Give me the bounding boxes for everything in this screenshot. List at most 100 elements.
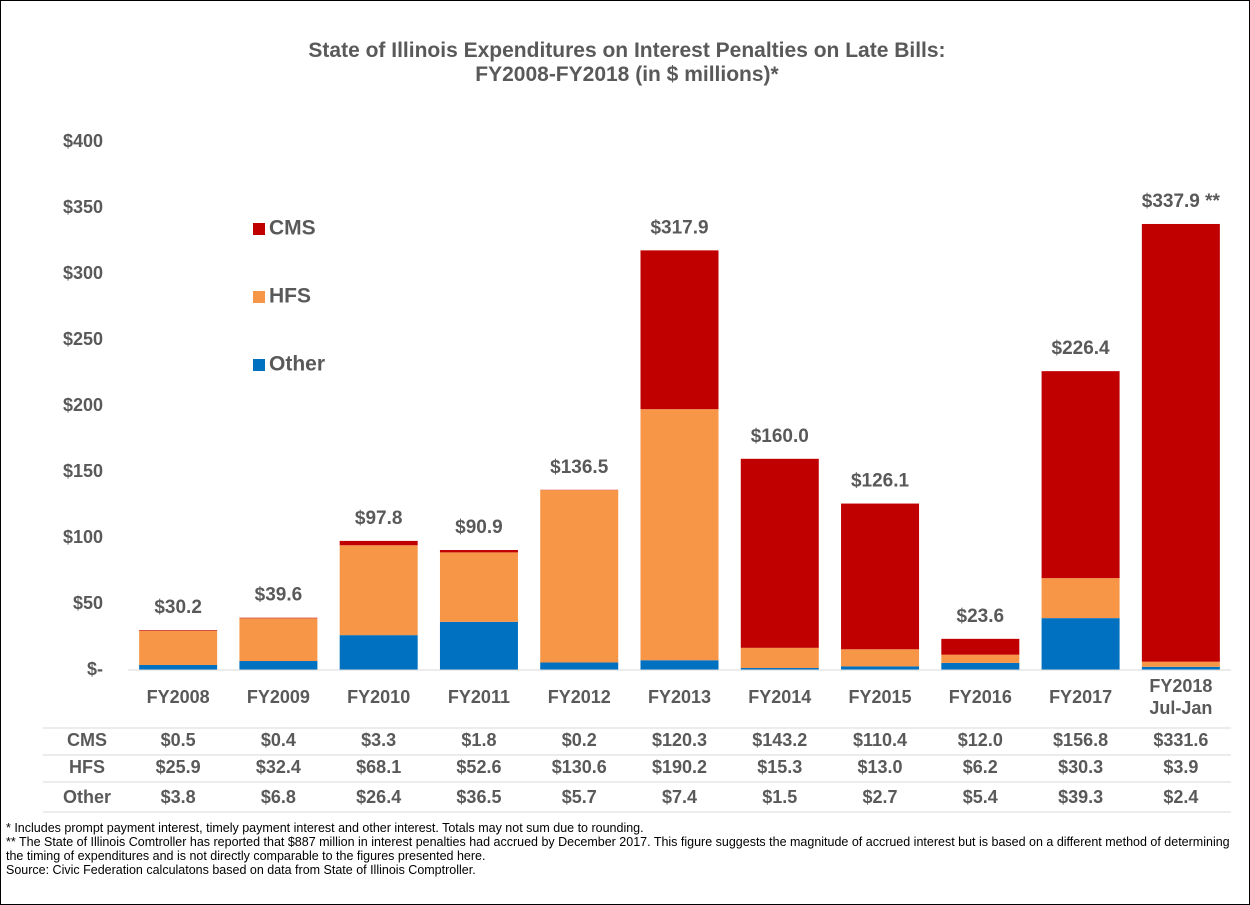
y-tick-label: $400 <box>63 131 103 151</box>
x-tick-label: FY2014 <box>748 687 811 707</box>
footnotes: * Includes prompt payment interest, time… <box>6 821 1244 877</box>
table-cell: $130.6 <box>552 757 607 777</box>
total-label: $160.0 <box>751 426 809 447</box>
bar-segment <box>239 618 318 662</box>
table-cell: $68.1 <box>356 757 401 777</box>
y-tick-label: $200 <box>63 395 103 415</box>
bar-segment <box>239 617 318 619</box>
table-cell: $3.3 <box>361 730 396 750</box>
x-tick-label: FY2011 <box>448 687 510 707</box>
bar-segment <box>540 662 619 670</box>
total-label: $90.9 <box>455 517 503 538</box>
total-label: $126.1 <box>851 471 910 492</box>
bar-segment <box>1041 618 1120 670</box>
table-cell: $3.8 <box>161 787 196 807</box>
table-cell: $2.4 <box>1163 787 1198 807</box>
x-tick-label: FY2009 <box>247 687 310 707</box>
y-tick-label: $150 <box>63 461 103 481</box>
legend-swatch <box>253 223 265 235</box>
total-label: $136.5 <box>550 457 609 478</box>
bar-segment <box>339 540 418 546</box>
table-cell: $12.0 <box>958 730 1003 750</box>
x-tick-label: FY2015 <box>849 687 912 707</box>
bar-segment <box>139 630 218 631</box>
footnote: ** The State of Illinois Comtroller has … <box>6 835 1230 863</box>
table-row-label: HFS <box>69 757 105 777</box>
table-cell: $110.4 <box>853 730 907 750</box>
table-cell: $120.3 <box>652 730 707 750</box>
y-tick-label: $50 <box>73 593 103 613</box>
bar-segment <box>339 635 418 670</box>
bar-segment <box>740 647 819 669</box>
bar-segment <box>1141 666 1220 670</box>
legend-swatch <box>253 359 265 371</box>
footnote: Source: Civic Federation calculatons bas… <box>6 863 476 877</box>
table-cell: $26.4 <box>356 787 401 807</box>
bar-segment <box>841 649 920 667</box>
total-label: $30.2 <box>154 597 202 618</box>
bar-segment <box>941 654 1020 663</box>
table-cell: $143.2 <box>752 730 807 750</box>
bar-segment <box>640 660 719 670</box>
bar-segment <box>740 668 819 670</box>
total-label: $97.8 <box>355 508 403 529</box>
legend-swatch <box>253 291 265 303</box>
y-tick-label: $350 <box>63 197 103 217</box>
table-cell: $7.4 <box>662 787 697 807</box>
y-tick-label: $- <box>87 659 103 679</box>
x-tick-label: FY2008 <box>147 687 210 707</box>
table-cell: $52.6 <box>456 757 501 777</box>
legend-label: CMS <box>269 217 316 240</box>
footnote: * Includes prompt payment interest, time… <box>6 821 644 835</box>
table-cell: $13.0 <box>858 757 903 777</box>
bar-segment <box>239 661 318 670</box>
bar-segment <box>339 545 418 636</box>
bar-segment <box>439 550 518 553</box>
table-cell: $0.4 <box>261 730 296 750</box>
table-cell: $190.2 <box>652 757 707 777</box>
bar-segment <box>1141 223 1220 662</box>
bar-segment <box>139 630 218 665</box>
total-label: $317.9 <box>650 217 708 238</box>
y-tick-label: $100 <box>63 527 103 547</box>
table-cell: $36.5 <box>456 787 501 807</box>
bar-segment <box>439 621 518 670</box>
table-cell: $39.3 <box>1058 787 1103 807</box>
table-cell: $6.8 <box>261 787 296 807</box>
legend-label: Other <box>269 353 325 376</box>
x-tick-label: FY2018 Jul-Jan <box>1149 676 1212 718</box>
legend-label: HFS <box>269 285 311 308</box>
y-tick-label: $250 <box>63 329 103 349</box>
table-cell: $0.2 <box>562 730 597 750</box>
total-label: $39.6 <box>255 585 303 606</box>
table-cell: $156.8 <box>1053 730 1108 750</box>
total-label: $226.4 <box>1052 338 1111 359</box>
bar-segment <box>841 503 920 650</box>
x-tick-label: FY2016 <box>949 687 1012 707</box>
table-cell: $5.7 <box>562 787 597 807</box>
bar-segment <box>640 250 719 410</box>
bar-segment <box>1041 578 1120 619</box>
table-cell: $0.5 <box>161 730 196 750</box>
table-row-label: CMS <box>67 730 107 750</box>
x-tick-label: FY2012 <box>548 687 611 707</box>
table-cell: $2.7 <box>863 787 898 807</box>
bar-segment <box>1041 371 1120 579</box>
x-tick-label: FY2013 <box>648 687 711 707</box>
x-tick-label: FY2017 <box>1049 687 1112 707</box>
bar-segment <box>139 664 218 670</box>
chart: State of Illinois Expenditures on Intere… <box>43 39 1231 813</box>
table-cell: $6.2 <box>963 757 998 777</box>
table-cell: $30.3 <box>1058 757 1103 777</box>
table-cell: $1.8 <box>461 730 496 750</box>
bar-segment <box>841 666 920 670</box>
bar-segment <box>740 458 819 648</box>
table-cell: $331.6 <box>1153 730 1208 750</box>
total-label: $23.6 <box>957 606 1005 627</box>
bar-segment <box>640 409 719 661</box>
table-cell: $25.9 <box>156 757 201 777</box>
bar-segment <box>1141 661 1220 667</box>
bar-segment <box>941 638 1020 655</box>
y-tick-label: $300 <box>63 263 103 283</box>
